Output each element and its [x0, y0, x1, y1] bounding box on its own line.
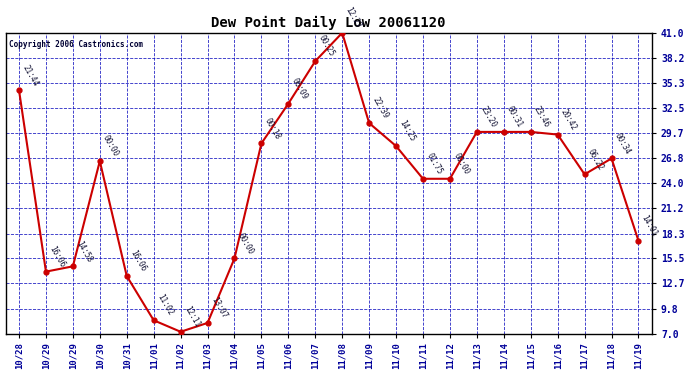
Text: 14:25: 14:25 — [397, 119, 417, 143]
Text: 21:44: 21:44 — [21, 63, 40, 88]
Text: 06:09: 06:09 — [290, 76, 309, 101]
Text: 06:22: 06:22 — [586, 147, 605, 172]
Text: 00:00: 00:00 — [236, 231, 255, 256]
Text: 00:00: 00:00 — [101, 134, 121, 158]
Text: 11:02: 11:02 — [155, 293, 175, 318]
Text: 00:18: 00:18 — [263, 116, 282, 141]
Text: 13:07: 13:07 — [209, 296, 228, 320]
Text: 16:06: 16:06 — [48, 244, 67, 269]
Text: Copyright 2006 Castronics.com: Copyright 2006 Castronics.com — [9, 40, 143, 50]
Text: 20:42: 20:42 — [559, 107, 578, 132]
Text: 16:06: 16:06 — [128, 249, 148, 273]
Text: 00:25: 00:25 — [317, 34, 336, 58]
Text: 22:39: 22:39 — [371, 96, 390, 120]
Title: Dew Point Daily Low 20061120: Dew Point Daily Low 20061120 — [212, 16, 446, 30]
Text: 00:31: 00:31 — [505, 105, 524, 129]
Text: 00:34: 00:34 — [613, 131, 632, 156]
Text: 23:20: 23:20 — [478, 105, 497, 129]
Text: 14:58: 14:58 — [75, 239, 94, 264]
Text: 14:01: 14:01 — [640, 213, 659, 238]
Text: 00:00: 00:00 — [451, 152, 471, 176]
Text: 01:75: 01:75 — [424, 152, 444, 176]
Text: 12:11: 12:11 — [182, 304, 201, 329]
Text: 23:46: 23:46 — [532, 105, 551, 129]
Text: 12:27: 12:27 — [344, 6, 363, 30]
